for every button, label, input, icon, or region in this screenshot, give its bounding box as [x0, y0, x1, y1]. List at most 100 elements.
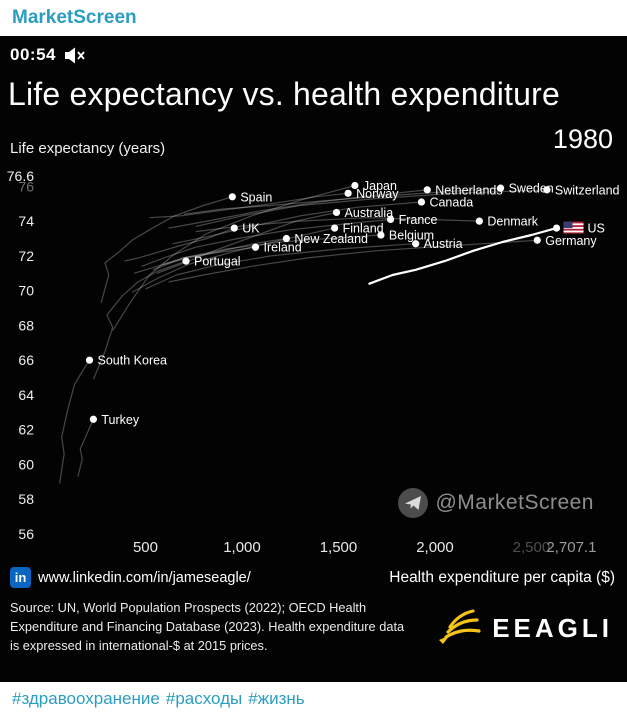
point-portugal [182, 257, 190, 265]
telegram-icon [398, 488, 429, 518]
label-us: US [588, 222, 605, 236]
trail-netherlands [168, 189, 428, 229]
label-south-korea: South Korea [98, 354, 168, 368]
label-norway: Norway [356, 187, 399, 201]
x-tick-2,000: 2,000 [416, 539, 454, 556]
trail-uk [124, 227, 235, 262]
x-tick-1,000: 1,000 [223, 539, 261, 556]
x-tick-2,707.1: 2,707.1 [546, 539, 596, 556]
label-belgium: Belgium [389, 229, 434, 243]
label-france: France [399, 213, 438, 227]
point-australia [332, 208, 341, 217]
video-meta: 00:54 [10, 45, 86, 65]
point-canada [417, 198, 426, 206]
label-spain: Spain [240, 190, 272, 204]
chart-title: Life expectancy vs. health expenditure [8, 76, 560, 112]
trail-germany [168, 239, 538, 283]
point-switzerland [543, 186, 551, 194]
footer-link-row: in www.linkedin.com/in/jameseagle/ Healt… [10, 567, 615, 588]
eeagli-logo: EEAGLI [436, 608, 613, 648]
y-tick-66: 66 [18, 352, 34, 368]
point-us [552, 224, 561, 232]
hashtag-life[interactable]: #жизнь [248, 689, 305, 708]
label-austria: Austria [424, 237, 463, 251]
label-netherlands: Netherlands [435, 183, 502, 197]
label-germany: Germany [545, 234, 597, 248]
y-tick-68: 68 [18, 317, 34, 333]
point-uk [230, 224, 238, 232]
hashtag-bar: #здравоохранение #расходы #жизнь [0, 682, 627, 716]
logo-text: EEAGLI [492, 612, 613, 643]
y-tick-58: 58 [18, 491, 34, 507]
x-tick-500: 500 [133, 539, 158, 556]
trail-canada [172, 201, 422, 245]
point-new-zealand [282, 234, 290, 243]
label-canada: Canada [429, 196, 473, 210]
trail-south-korea [59, 359, 91, 484]
us-flag-stripe [563, 230, 584, 233]
trail-spain [100, 196, 233, 303]
label-australia: Australia [345, 206, 394, 220]
y-tick-74: 74 [18, 213, 34, 229]
linkedin-url: www.linkedin.com/in/jameseagle/ [38, 569, 251, 586]
point-denmark [475, 217, 483, 225]
watermark-handle: @MarketScreen [435, 491, 594, 514]
label-uk: UK [242, 222, 260, 236]
point-sweden [496, 184, 505, 192]
y-tick-62: 62 [18, 422, 34, 438]
point-france [386, 215, 395, 224]
video-timestamp: 00:54 [10, 45, 56, 64]
channel-header: MarketScreen [0, 0, 627, 36]
eagle-icon [439, 609, 481, 644]
trail-sweden [184, 187, 501, 215]
trail-japan [112, 184, 356, 331]
point-spain [228, 193, 236, 201]
label-finland: Finland [343, 222, 384, 236]
us-flag-stripe [563, 226, 584, 229]
linkedin-icon: in [10, 567, 31, 588]
point-ireland [251, 243, 260, 251]
label-japan: Japan [363, 179, 397, 193]
point-turkey [89, 415, 97, 423]
point-norway [344, 189, 352, 197]
x-axis-title: Health expenditure per capita ($) [389, 568, 615, 586]
label-new-zealand: New Zealand [294, 232, 368, 246]
watermark: @MarketScreen [398, 488, 594, 518]
point-austria [412, 240, 420, 248]
trail-australia [156, 211, 337, 274]
video-panel[interactable]: 00:54 Life expectancy vs. health expendi… [0, 36, 627, 682]
muted-speaker-icon[interactable] [64, 47, 86, 64]
label-sweden: Sweden [509, 182, 554, 196]
y-tick-70: 70 [18, 283, 34, 299]
trail-austria [145, 243, 416, 290]
x-tick-1,500: 1,500 [320, 539, 358, 556]
label-turkey: Turkey [101, 413, 139, 427]
point-belgium [377, 231, 385, 239]
trail-us-highlight [368, 226, 558, 285]
hashtag-spending[interactable]: #расходы [165, 689, 243, 708]
y-tick-72: 72 [18, 248, 34, 264]
y-tick-64: 64 [18, 387, 34, 403]
point-germany [533, 236, 541, 244]
label-portugal: Portugal [194, 255, 241, 269]
trail-new-zealand [162, 237, 287, 266]
y-tick-56: 56 [18, 526, 34, 542]
point-south-korea [85, 356, 94, 364]
us-flag-stripe [563, 223, 584, 226]
y-tick-76.6: 76.6 [7, 170, 34, 184]
us-flag-canton [563, 221, 573, 229]
year-label: 1980 [552, 124, 613, 154]
y-axis-title: Life expectancy (years) [10, 140, 166, 157]
hashtag-health[interactable]: #здравоохранение [12, 689, 160, 708]
trail-ireland [133, 246, 256, 274]
point-netherlands [423, 186, 431, 194]
trail-switzerland [195, 189, 547, 227]
point-finland [331, 224, 339, 232]
linkedin-link[interactable]: in www.linkedin.com/in/jameseagle/ [10, 567, 251, 588]
label-switzerland: Switzerland [555, 183, 620, 197]
label-ireland: Ireland [263, 241, 301, 255]
trail-portugal [92, 260, 187, 380]
channel-name[interactable]: MarketScreen [12, 7, 137, 28]
